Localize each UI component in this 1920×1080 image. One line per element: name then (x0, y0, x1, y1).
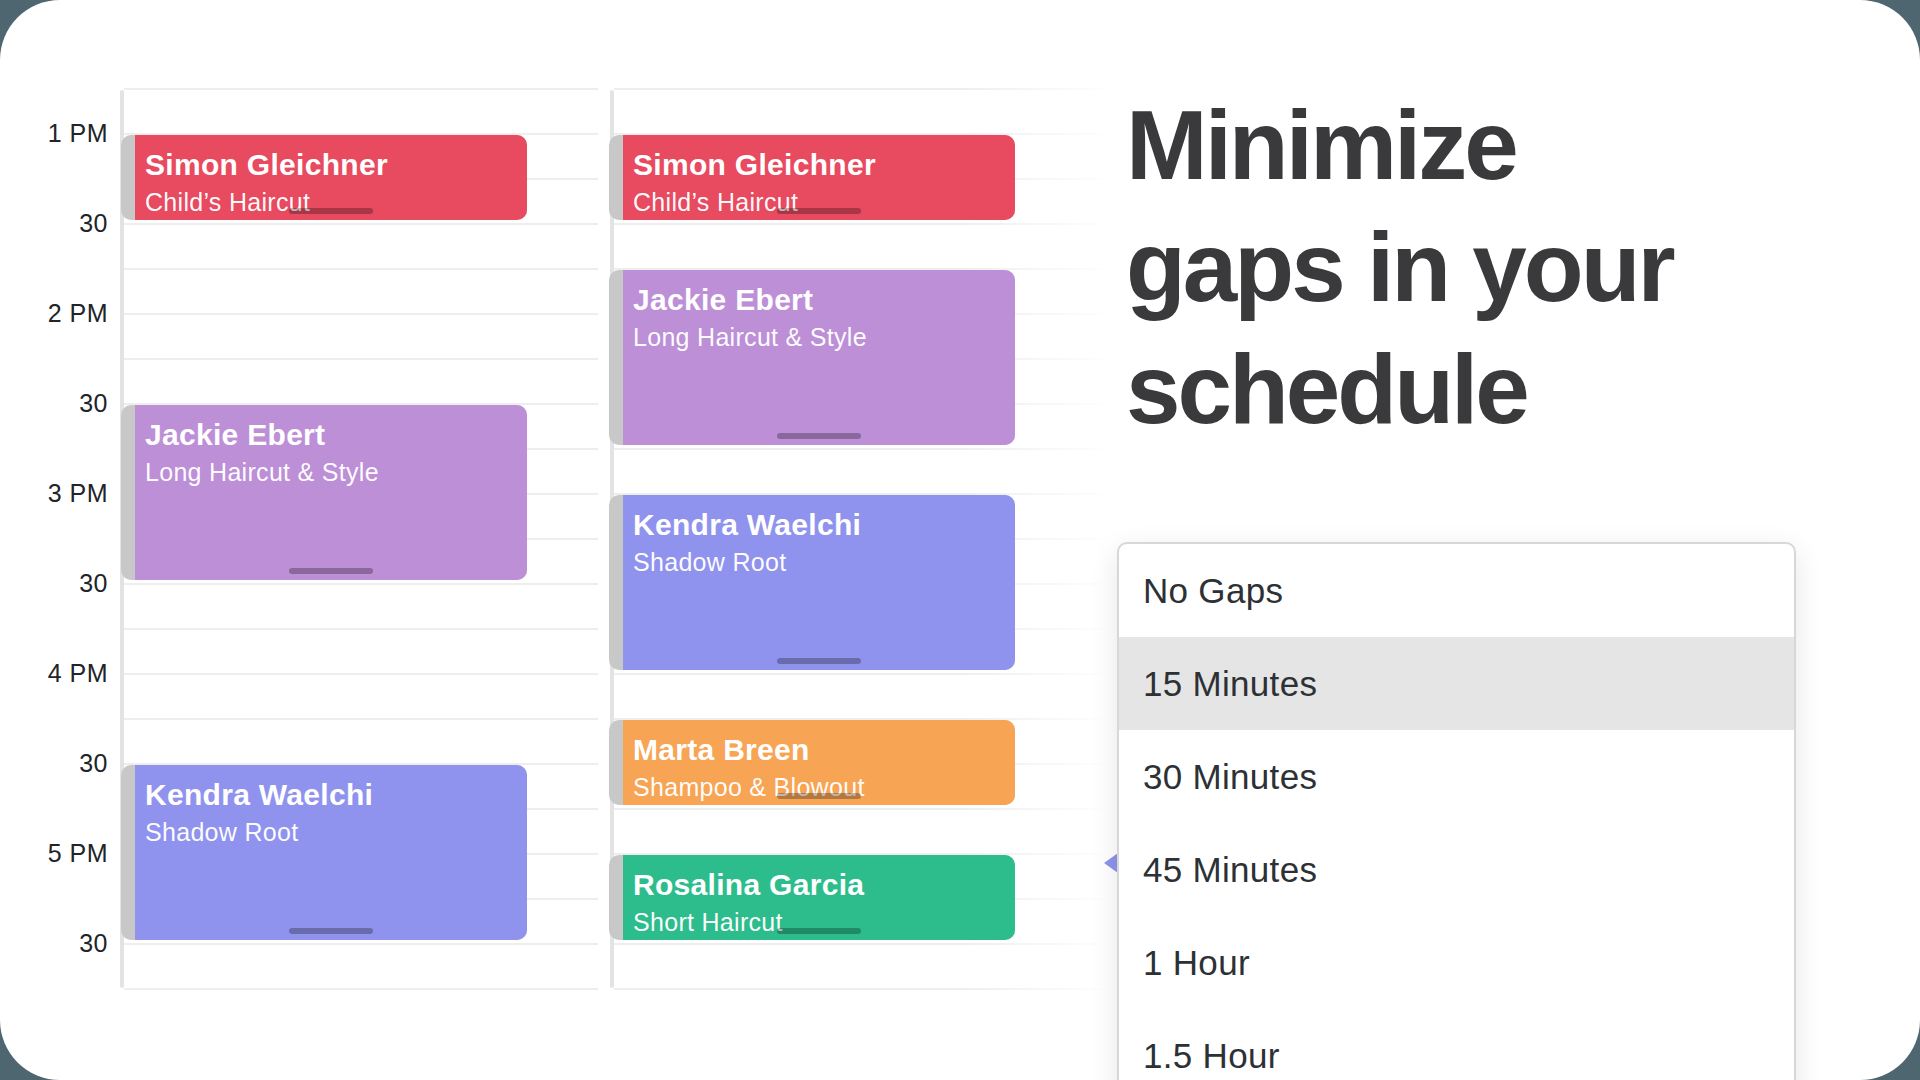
event-client-name: Kendra Waelchi (633, 508, 1005, 542)
event-body[interactable]: Jackie Ebert Long Haircut & Style (135, 405, 527, 580)
appointment-block[interactable]: Simon GleichnerChild’s Haircut (609, 135, 1015, 220)
event-resize-handle[interactable] (289, 928, 373, 934)
grid-line (124, 88, 598, 90)
event-client-name: Simon Gleichner (633, 148, 1005, 182)
time-label: 1 PM (0, 119, 108, 148)
gap-option-no-gaps[interactable]: No Gaps (1119, 544, 1794, 637)
page-title-line: schedule (1126, 328, 1673, 450)
event-service-name: Shadow Root (145, 818, 517, 847)
gap-option-30-minutes[interactable]: 30 Minutes (1119, 730, 1794, 823)
page-title-line: gaps in your (1126, 206, 1673, 328)
event-left-handle[interactable] (121, 135, 135, 220)
event-service-name: Long Haircut & Style (633, 323, 1005, 352)
gap-option-1-5-hour[interactable]: 1.5 Hour (1119, 1009, 1794, 1080)
app-card: 1 PM 30 2 PM 30 3 PM 30 4 PM 30 5 PM 30 Simon Gle… (0, 0, 1920, 1080)
event-client-name: Rosalina Garcia (633, 868, 1005, 902)
event-resize-handle[interactable] (777, 208, 861, 214)
event-resize-handle[interactable] (777, 658, 861, 664)
grid-line (124, 358, 598, 360)
appointment-block[interactable]: Kendra Waelchi Shadow Root (121, 765, 527, 940)
grid-line (124, 313, 598, 315)
appointment-block[interactable]: Jackie Ebert Long Haircut & Style (121, 405, 527, 580)
event-body[interactable]: Simon GleichnerChild’s Haircut (623, 135, 1015, 220)
event-client-name: Kendra Waelchi (145, 778, 517, 812)
appointment-block[interactable]: Simon GleichnerChild’s Haircut (121, 135, 527, 220)
event-body[interactable]: Jackie Ebert Long Haircut & Style (623, 270, 1015, 445)
event-body[interactable]: Kendra Waelchi Shadow Root (135, 765, 527, 940)
event-body[interactable]: Kendra Waelchi Shadow Root (623, 495, 1015, 670)
appointment-block[interactable]: Marta BreenShampoo & Blowout (609, 720, 1015, 805)
event-left-handle[interactable] (121, 765, 135, 940)
event-left-handle[interactable] (121, 405, 135, 580)
time-label: 4 PM (0, 659, 108, 688)
page-title: Minimize gaps in your schedule (1126, 84, 1673, 450)
time-label: 5 PM (0, 839, 108, 868)
grid-line (614, 808, 1114, 810)
time-label: 30 (0, 569, 108, 598)
grid-line (614, 448, 1114, 450)
event-service-name: Shadow Root (633, 548, 1005, 577)
grid-line (124, 718, 598, 720)
event-left-handle[interactable] (609, 270, 623, 445)
grid-line (124, 673, 598, 675)
appointment-block[interactable]: Kendra Waelchi Shadow Root (609, 495, 1015, 670)
event-resize-handle[interactable] (777, 793, 861, 799)
grid-line (614, 223, 1114, 225)
event-left-handle[interactable] (609, 495, 623, 670)
gap-option-45-minutes[interactable]: 45 Minutes (1119, 823, 1794, 916)
appointment-block[interactable]: Jackie Ebert Long Haircut & Style (609, 270, 1015, 445)
grid-line (124, 583, 598, 585)
grid-line (124, 268, 598, 270)
event-resize-handle[interactable] (777, 928, 861, 934)
event-client-name: Jackie Ebert (145, 418, 517, 452)
time-label: 3 PM (0, 479, 108, 508)
appointment-block[interactable]: Rosalina GarciaShort Haircut (609, 855, 1015, 940)
gap-dropdown-menu[interactable]: No Gaps15 Minutes30 Minutes45 Minutes1 H… (1117, 542, 1796, 1080)
time-label: 30 (0, 209, 108, 238)
grid-line (124, 943, 598, 945)
grid-line (614, 943, 1114, 945)
grid-line (614, 88, 1114, 90)
event-resize-handle[interactable] (289, 568, 373, 574)
grid-line (124, 988, 598, 990)
time-label: 30 (0, 929, 108, 958)
event-body[interactable]: Simon GleichnerChild’s Haircut (135, 135, 527, 220)
event-body[interactable]: Marta BreenShampoo & Blowout (623, 720, 1015, 805)
grid-line (124, 223, 598, 225)
event-client-name: Jackie Ebert (633, 283, 1005, 317)
time-label: 2 PM (0, 299, 108, 328)
dropdown-pointer-icon (1104, 853, 1118, 873)
grid-line (614, 673, 1114, 675)
event-client-name: Marta Breen (633, 733, 1005, 767)
time-label: 30 (0, 389, 108, 418)
gap-option-15-minutes[interactable]: 15 Minutes (1119, 637, 1794, 730)
event-body[interactable]: Rosalina GarciaShort Haircut (623, 855, 1015, 940)
grid-line (614, 988, 1114, 990)
time-label: 30 (0, 749, 108, 778)
event-client-name: Simon Gleichner (145, 148, 517, 182)
event-resize-handle[interactable] (777, 433, 861, 439)
grid-line (124, 628, 598, 630)
event-left-handle[interactable] (609, 135, 623, 220)
gap-option-1-hour[interactable]: 1 Hour (1119, 916, 1794, 1009)
event-left-handle[interactable] (609, 720, 623, 805)
event-service-name: Long Haircut & Style (145, 458, 517, 487)
event-left-handle[interactable] (609, 855, 623, 940)
event-resize-handle[interactable] (289, 208, 373, 214)
page-title-line: Minimize (1126, 84, 1673, 206)
